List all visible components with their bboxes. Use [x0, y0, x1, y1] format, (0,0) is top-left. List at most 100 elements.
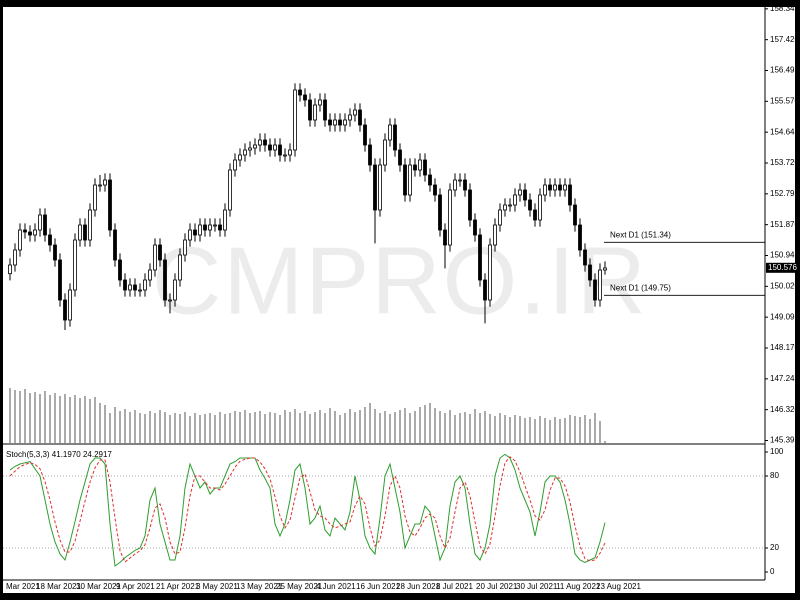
candle-body: [233, 159, 237, 171]
candle-body: [208, 224, 212, 231]
candle-body: [238, 154, 242, 161]
candle-body: [273, 144, 277, 151]
candle-body: [328, 119, 332, 126]
y-tick-label: 150.945: [770, 251, 799, 260]
candle-body: [268, 144, 272, 151]
candle-body: [598, 269, 602, 301]
last-price-label: 150.576: [768, 263, 797, 272]
candle-body: [408, 164, 412, 196]
candle-body: [243, 149, 247, 156]
candle-body: [98, 184, 102, 187]
y-tick-label: 157.420: [770, 35, 799, 44]
annotation-label: Next D1 (151.34): [610, 230, 671, 239]
candle-body: [298, 89, 302, 96]
candle-body: [428, 174, 432, 186]
candle-body: [533, 209, 537, 221]
candle-body: [113, 229, 117, 261]
y-tick-label: 20: [770, 543, 779, 552]
candle-body: [33, 229, 37, 236]
candle-body: [308, 99, 312, 121]
candle-body: [53, 244, 57, 261]
candle-body: [88, 209, 92, 241]
candle-body: [23, 229, 27, 233]
y-tick-label: 146.320: [770, 405, 799, 414]
candle-body: [343, 119, 347, 126]
candle-body: [13, 249, 17, 266]
y-tick-label: 0: [770, 567, 775, 576]
x-tick-label: 30 Jul 2021: [516, 582, 558, 591]
y-tick-label: 80: [770, 471, 779, 480]
candle-body: [438, 194, 442, 231]
candle-body: [223, 209, 227, 231]
candle-body: [593, 279, 597, 301]
candle-body: [563, 184, 567, 191]
x-tick-label: 3 May 2021: [196, 582, 238, 591]
candle-body: [8, 264, 12, 275]
stoch-line: [9, 453, 606, 567]
candle-body: [528, 199, 532, 211]
candle-body: [178, 254, 182, 281]
y-tick-label: 147.245: [770, 374, 799, 383]
candle-body: [508, 204, 512, 207]
candle-body: [278, 144, 282, 156]
x-tick-label: 23 Aug 2021: [596, 582, 641, 591]
candle-body: [203, 224, 207, 231]
stoch-title: Stoch(5,3,3) 41.1970 24.2917: [6, 450, 112, 459]
candle-body: [558, 184, 562, 191]
candle-body: [443, 229, 447, 246]
candle-body: [373, 164, 377, 211]
y-tick-label: 154.645: [770, 127, 799, 136]
y-tick-label: 156.495: [770, 66, 799, 75]
x-tick-label: 8 Jul 2021: [436, 582, 473, 591]
candle-body: [123, 279, 127, 291]
x-tick-label: 20 Jul 2021: [476, 582, 518, 591]
candle-body: [488, 244, 492, 301]
x-tick-label: 28 Jun 2021: [396, 582, 441, 591]
candle-body: [293, 89, 297, 151]
candle-body: [128, 284, 132, 291]
candle-body: [523, 189, 527, 201]
candle-body: [353, 109, 357, 116]
candle-body: [468, 189, 472, 221]
last-price-box: [766, 262, 795, 273]
candle-body: [498, 209, 502, 226]
candle-body: [58, 259, 62, 301]
candle-body: [503, 204, 507, 211]
candle-body: [388, 124, 392, 141]
y-tick-label: 145.395: [770, 436, 799, 445]
candle-body: [393, 124, 397, 151]
candle-body: [143, 279, 147, 291]
candle-body: [553, 184, 557, 191]
candle-body: [38, 214, 42, 231]
candle-body: [583, 249, 587, 266]
candle-body: [288, 149, 292, 156]
candle-body: [603, 267, 607, 271]
candle-body: [418, 159, 422, 171]
candle-body: [193, 229, 197, 236]
candle-body: [138, 289, 142, 292]
candle-body: [118, 259, 122, 281]
x-tick-label: 30 Mar 2021: [76, 582, 121, 591]
candle-body: [338, 119, 342, 126]
candle-body: [303, 94, 307, 101]
candle-body: [483, 279, 487, 301]
candle-body: [248, 147, 252, 151]
candle-body: [358, 109, 362, 126]
y-tick-label: 149.095: [770, 312, 799, 321]
candle-body: [48, 234, 52, 246]
candle-body: [228, 169, 232, 211]
candle-body: [148, 269, 152, 281]
candle-body: [398, 149, 402, 166]
candle-body: [573, 204, 577, 226]
candle-body: [93, 184, 97, 211]
candle-body: [73, 239, 77, 291]
candle-body: [263, 139, 267, 146]
candle-body: [83, 224, 87, 241]
y-tick-label: 158.345: [770, 4, 799, 13]
candle-body: [43, 214, 47, 236]
candle-body: [218, 224, 222, 231]
x-tick-label: 13 May 2021: [236, 582, 283, 591]
y-tick-label: 152.795: [770, 189, 799, 198]
candle-body: [473, 219, 477, 236]
